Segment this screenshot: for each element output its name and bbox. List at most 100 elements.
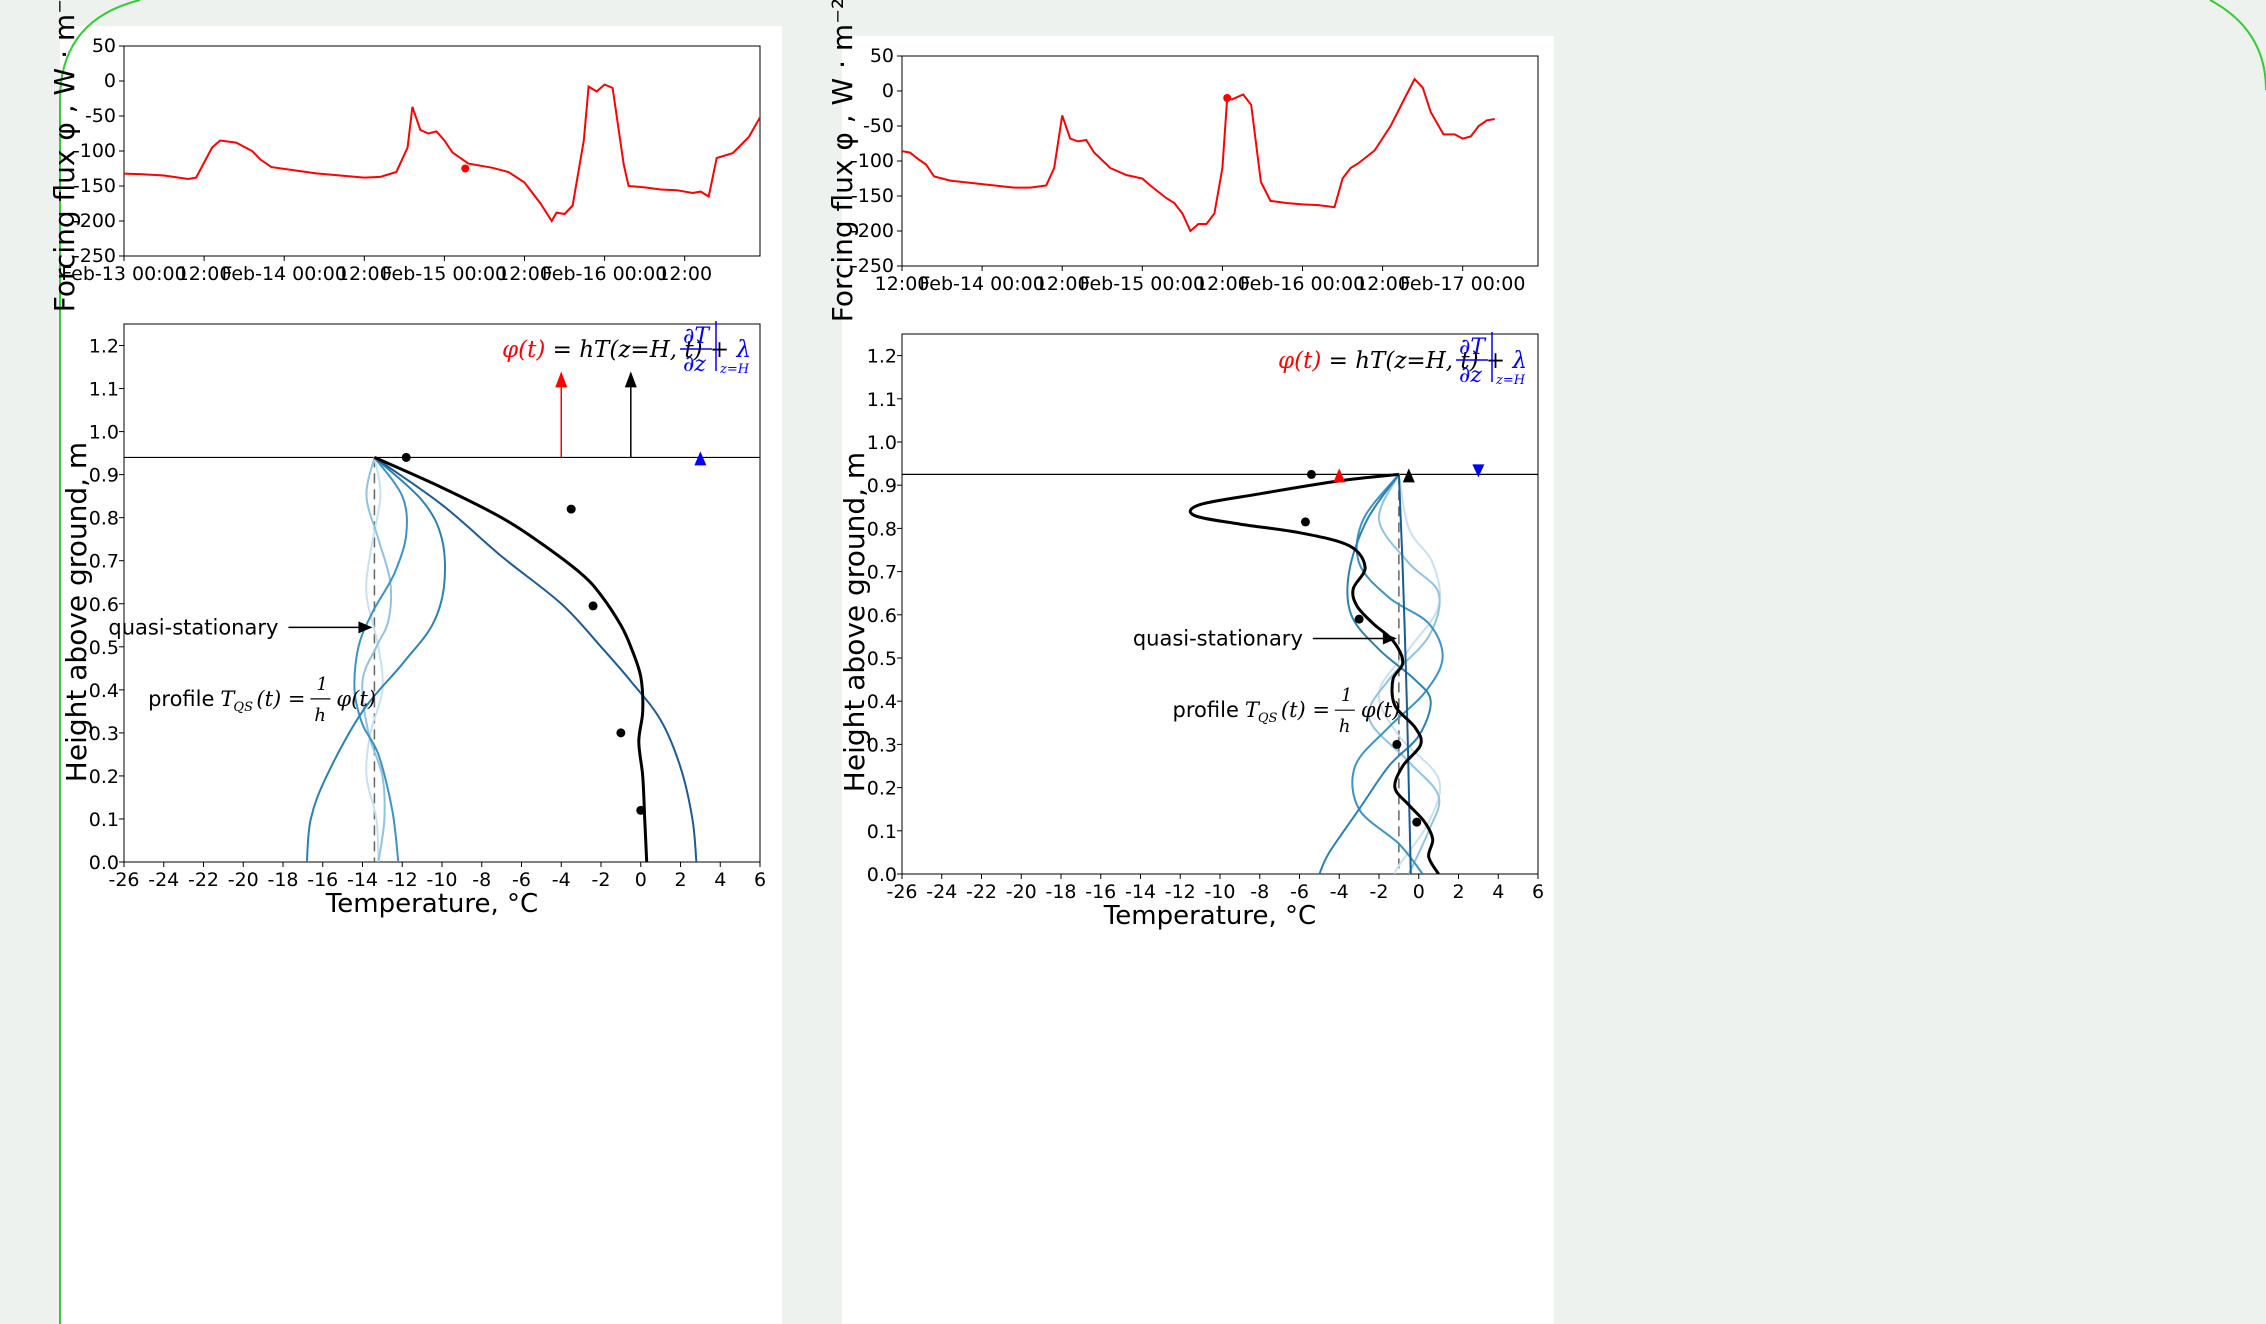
x-tick-label: 4 xyxy=(714,869,726,891)
y-tick-label: 0.9 xyxy=(89,465,119,487)
y-tick-label: 1.2 xyxy=(867,346,897,368)
profile-subscript: QS xyxy=(233,700,253,715)
quasi-stationary-label: quasi-stationary xyxy=(1133,627,1303,651)
flux-triangle-marker xyxy=(1472,464,1485,478)
x-tick-label: -22 xyxy=(188,869,219,891)
profile-blue-mid-line xyxy=(1318,473,1432,874)
x-tick-label: -14 xyxy=(347,869,378,891)
plot-frame xyxy=(901,55,1539,267)
flux-triangle-marker xyxy=(1402,468,1415,483)
y-tick-label: -50 xyxy=(85,105,116,127)
x-tick-label: -4 xyxy=(552,869,571,891)
observation-point xyxy=(588,601,598,611)
profile-time: (t) = xyxy=(256,687,305,711)
flux-triangle-marker xyxy=(694,451,707,466)
profile-black-line xyxy=(1188,472,1440,874)
x-tick-label: -12 xyxy=(1165,881,1196,903)
y-tick-label: 0 xyxy=(882,80,894,102)
y-axis-label: Height above ground, m xyxy=(60,442,93,782)
x-tick-label: 0 xyxy=(1413,881,1425,903)
y-tick-label: 0.6 xyxy=(89,594,119,616)
flux-arrow-head xyxy=(555,371,568,388)
x-tick-label: 12:00 xyxy=(497,263,552,285)
profile-phi: φ(t) xyxy=(1361,698,1401,722)
plot-frame xyxy=(123,45,761,257)
flux-equation: φ(t) = hT(z=H, t) + λ xyxy=(1278,348,1527,374)
y-tick-label: -150 xyxy=(851,185,894,207)
right-figure-panel xyxy=(842,36,1554,1324)
x-tick-label: -18 xyxy=(1045,881,1076,903)
x-tick-label: -24 xyxy=(148,869,179,891)
x-tick-label: 12:00 xyxy=(1195,273,1250,295)
flux-equation: φ(t) = hT(z=H, t) + λ xyxy=(502,337,751,363)
profile-subscript: QS xyxy=(1258,711,1278,726)
quasi-stationary-label: quasi-stationary xyxy=(108,615,278,639)
current-time-marker xyxy=(1223,94,1232,102)
profile-numerator: 1 xyxy=(316,674,327,695)
profile-numerator: 1 xyxy=(1341,685,1352,706)
y-tick-label: 0.4 xyxy=(89,680,119,702)
y-axis-label: Forcing flux φ , W · m⁻² xyxy=(48,0,81,312)
equation-part: φ(t) xyxy=(1278,348,1321,374)
y-tick-label: 0.3 xyxy=(867,734,897,756)
x-tick-label: -12 xyxy=(387,869,418,891)
x-tick-label: -24 xyxy=(926,881,957,903)
flux-arrow-head xyxy=(624,371,637,388)
left-figure-panel xyxy=(60,26,782,1324)
profile-blue-pale-line xyxy=(365,457,384,862)
y-tick-label: 1.0 xyxy=(867,432,897,454)
x-tick-label: -6 xyxy=(1290,881,1309,903)
observation-point xyxy=(566,504,576,514)
y-tick-label: 0.5 xyxy=(867,648,897,670)
x-axis-label: Temperature, °C xyxy=(1103,901,1316,931)
x-tick-label: Feb-13 00:00 xyxy=(61,263,186,285)
y-tick-label: 0.4 xyxy=(867,691,897,713)
y-tick-label: -150 xyxy=(73,175,116,197)
x-tick-label: 6 xyxy=(754,869,766,891)
x-tick-label: 2 xyxy=(1452,881,1464,903)
x-tick-label: 4 xyxy=(1492,881,1504,903)
profile-blue-mid-line xyxy=(305,456,447,862)
y-tick-label: 0.7 xyxy=(89,551,119,573)
x-tick-label: 12:00 xyxy=(1355,273,1410,295)
equation-part: = hT(z=H, t) + xyxy=(1321,348,1512,374)
x-tick-label: -2 xyxy=(592,869,611,891)
y-tick-label: -100 xyxy=(73,140,116,162)
profile-blue-dark-line xyxy=(1397,474,1412,874)
profile-time: (t) = xyxy=(1281,698,1330,722)
x-axis-label: Temperature, °C xyxy=(325,889,538,919)
x-tick-label: Feb-15 00:00 xyxy=(382,263,507,285)
x-tick-label: -16 xyxy=(307,869,338,891)
x-tick-label: Feb-17 00:00 xyxy=(1400,273,1525,295)
y-tick-label: 0.2 xyxy=(867,778,897,800)
profile-phi: φ(t) xyxy=(336,687,376,711)
x-tick-label: -16 xyxy=(1085,881,1116,903)
x-tick-label: -8 xyxy=(472,869,491,891)
flux-triangle-marker xyxy=(1333,468,1346,483)
x-tick-label: 12:00 xyxy=(875,273,930,295)
flux-series-line xyxy=(902,77,1495,233)
profile-label: profile xyxy=(1173,698,1239,722)
y-tick-label: 0.5 xyxy=(89,637,119,659)
profile-black-line xyxy=(373,456,649,862)
profile-denominator: h xyxy=(314,705,326,726)
profile-denominator: h xyxy=(1339,716,1351,737)
x-tick-label: 12:00 xyxy=(337,263,392,285)
y-tick-label: 1.2 xyxy=(89,336,119,358)
annotation-arrow-head xyxy=(358,621,373,634)
x-tick-label: 12:00 xyxy=(657,263,712,285)
y-tick-label: 1.1 xyxy=(867,389,897,411)
equation-denominator: ∂z xyxy=(683,352,706,377)
y-tick-label: 0.1 xyxy=(89,809,119,831)
y-tick-label: 0.0 xyxy=(867,864,897,886)
y-tick-label: 0.8 xyxy=(867,518,897,540)
profile-label: profile xyxy=(148,687,214,711)
y-tick-label: 0.7 xyxy=(867,562,897,584)
x-tick-label: -26 xyxy=(886,881,917,903)
x-tick-label: -18 xyxy=(267,869,298,891)
x-tick-label: Feb-16 00:00 xyxy=(1240,273,1365,295)
observation-point xyxy=(401,452,411,462)
profile-blue-teal-line xyxy=(353,456,408,862)
